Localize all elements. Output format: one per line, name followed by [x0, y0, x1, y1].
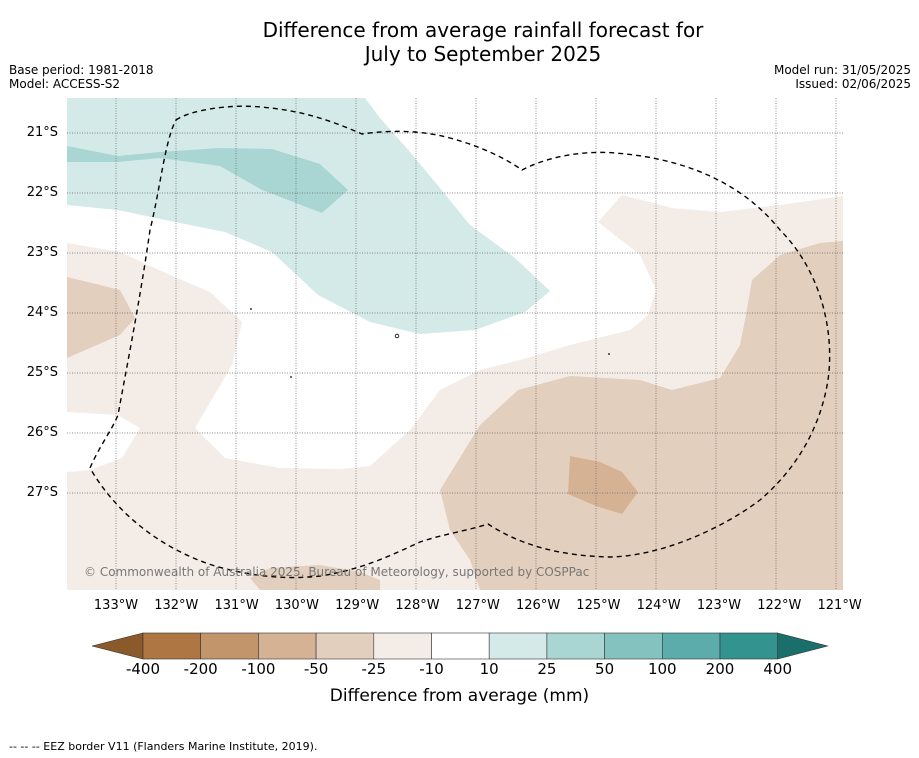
- region-medium-brown-south: [250, 565, 380, 590]
- colorbar-tick-label: 200: [705, 660, 735, 678]
- title-line-1: Difference from average rainfall forecas…: [262, 18, 704, 42]
- colorbar-tick-label: -200: [183, 660, 218, 678]
- issued-date: Issued: 02/06/2025: [795, 77, 911, 91]
- colorbar-tick-label: 100: [647, 660, 677, 678]
- region-medium-brown-west: [67, 277, 135, 358]
- longitude-label: 133°W: [93, 598, 139, 613]
- footnote: -- -- -- EEZ border V11 (Flanders Marine…: [9, 740, 318, 753]
- model-run: Model run: 31/05/2025: [773, 63, 911, 77]
- island-speck-2: [290, 376, 292, 378]
- colorbar-swatch: [373, 632, 432, 660]
- meta-right: Model run: 31/05/2025 Issued: 02/06/2025: [774, 63, 911, 91]
- longitude-label: 122°W: [757, 598, 802, 613]
- model-name: Model: ACCESS-S2: [9, 77, 121, 91]
- base-period: Base period: 1981-2018: [9, 63, 154, 77]
- colorbar-swatch: [315, 632, 375, 660]
- meta-left: Base period: 1981-2018 Model: ACCESS-S2: [9, 63, 154, 91]
- grid-lines: [67, 98, 843, 590]
- colorbar-swatch: [488, 632, 548, 660]
- colorbar-tick-label: -25: [361, 660, 387, 678]
- colorbar-tick-label: -50: [303, 660, 329, 678]
- latitude-label: 25°S: [26, 365, 58, 380]
- longitude-label: 131°W: [214, 598, 259, 613]
- colorbar-swatch: [258, 632, 317, 660]
- latitude-label: 23°S: [26, 245, 58, 260]
- colorbar-swatch: [546, 632, 605, 660]
- longitude-label: 121°W: [817, 598, 862, 613]
- latitude-label: 27°S: [26, 485, 58, 500]
- island-speck-3: [608, 353, 610, 355]
- longitude-label: 126°W: [516, 598, 561, 613]
- colorbar-extend-high: [777, 632, 829, 660]
- latitude-label: 26°S: [26, 425, 58, 440]
- colorbar-tick-label: -400: [125, 660, 161, 678]
- longitude-label: 125°W: [576, 598, 621, 613]
- latitude-label: 24°S: [26, 305, 58, 320]
- eez-border: [89, 105, 831, 579]
- region-mid-teal: [67, 146, 348, 213]
- colorbar-swatch: [719, 632, 779, 660]
- colorbar-extend-low: [91, 632, 144, 660]
- latitude-label: 22°S: [26, 185, 58, 200]
- longitude-label: 129°W: [335, 598, 380, 613]
- longitude-label: 130°W: [274, 598, 319, 613]
- region-medium-brown: [440, 241, 843, 590]
- longitude-label: 123°W: [696, 598, 742, 613]
- island-speck-4: [394, 333, 400, 339]
- colorbar: [91, 632, 829, 660]
- region-dark-brown: [568, 456, 638, 514]
- colorbar-swatch: [200, 632, 259, 660]
- island-speck-1: [250, 308, 252, 310]
- colorbar-title: Difference from average (mm): [329, 686, 590, 706]
- colorbar-tick-label: 50: [595, 660, 615, 678]
- longitude-label: 124°W: [636, 598, 681, 613]
- copyright-text: © Commonwealth of Australia 2025, Bureau…: [84, 565, 590, 579]
- latitude-label: 21°S: [26, 125, 58, 140]
- colorbar-swatch: [604, 632, 663, 660]
- colorbar-tick-label: 10: [479, 660, 499, 678]
- colorbar-swatch: [431, 632, 490, 660]
- colorbar-swatch: [661, 632, 721, 660]
- colorbar-tick-label: -100: [241, 660, 276, 678]
- title-line-2: July to September 2025: [364, 42, 602, 66]
- colorbar-tick-label: -10: [419, 660, 444, 678]
- colorbar-tick-label: 25: [537, 660, 557, 678]
- colorbar-tick-label: 400: [763, 660, 792, 678]
- colorbar-swatch: [142, 632, 202, 660]
- longitude-label: 132°W: [154, 598, 199, 613]
- longitude-label: 128°W: [395, 598, 440, 613]
- longitude-label: 127°W: [455, 598, 500, 613]
- map-title: Difference from average rainfall forecas…: [0, 18, 919, 66]
